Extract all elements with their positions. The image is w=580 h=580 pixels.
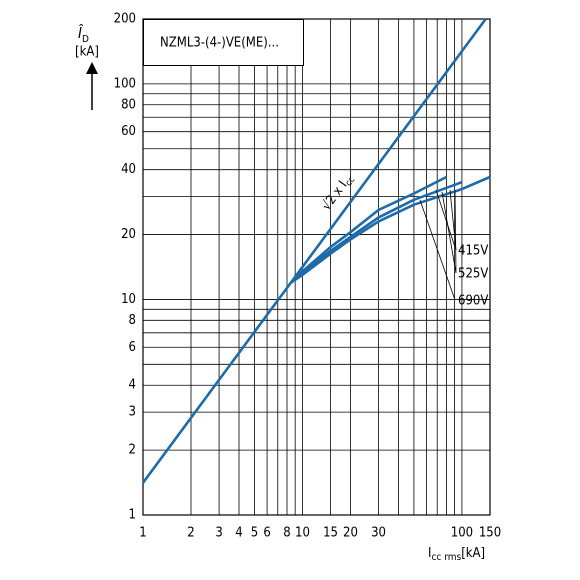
- x-tick-label: 150: [479, 526, 501, 541]
- y-tick-label: 100: [114, 76, 136, 91]
- grid: [142, 18, 491, 516]
- line-annotation: √2 x Icc: [319, 171, 357, 215]
- series-label: 415V: [458, 244, 488, 259]
- y-label-subscript: D: [82, 34, 89, 45]
- series-line: [141, 18, 487, 484]
- x-tick-label: 30: [371, 526, 386, 541]
- x-label-subscript: cc rms: [431, 552, 461, 563]
- x-tick-label: 15: [323, 526, 338, 541]
- leader-line: [449, 189, 457, 251]
- box-label: NZML3-(4-)VE(ME)...: [160, 36, 279, 51]
- x-tick-label: 2: [187, 526, 194, 541]
- x-tick-label: 100: [451, 526, 473, 541]
- series-line: [290, 180, 463, 284]
- series-line: [290, 175, 491, 284]
- y-tick-label: 40: [121, 162, 136, 177]
- y-tick-label: 6: [129, 340, 136, 355]
- plot-frame: [142, 18, 491, 516]
- y-tick-label: 4: [129, 378, 136, 393]
- y-tick-label: 2: [129, 443, 136, 458]
- x-tick-label: 4: [235, 526, 242, 541]
- leader-line: [419, 199, 456, 301]
- x-label-unit: [kA]: [461, 546, 485, 561]
- y-tick-label: 1: [129, 508, 136, 523]
- series-label: 690V: [458, 294, 488, 309]
- series-label: 525V: [458, 267, 488, 282]
- x-tick-label: 10: [295, 526, 310, 541]
- x-tick-label: 20: [343, 526, 358, 541]
- y-tick-label: 60: [121, 124, 136, 139]
- label-box: [143, 19, 304, 66]
- x-label-symbol: I: [428, 546, 431, 561]
- y-tick-label: 200: [114, 12, 136, 27]
- y-tick-label: 20: [121, 227, 136, 242]
- y-arrow-head: [86, 62, 98, 74]
- x-tick-label: 6: [263, 526, 270, 541]
- lines: [141, 18, 491, 484]
- y-tick-label: 10: [121, 292, 136, 307]
- x-tick-label: 5: [251, 526, 258, 541]
- x-tick-label: 1: [139, 526, 146, 541]
- leader-line: [441, 191, 457, 274]
- x-tick-label: 3: [215, 526, 222, 541]
- y-tick-label: 8: [129, 313, 136, 328]
- leaders: [419, 189, 457, 301]
- y-tick-label: 3: [129, 405, 136, 420]
- x-label: Icc rms[kA]: [428, 546, 485, 564]
- y-tick-label: 80: [121, 97, 136, 112]
- y-label-symbol: Î: [78, 23, 84, 42]
- y-label-unit: [kA]: [75, 45, 99, 60]
- x-tick-label: 8: [283, 526, 290, 541]
- leader-line: [435, 189, 457, 251]
- leader-line: [454, 189, 457, 274]
- y-label: ÎD: [78, 23, 89, 46]
